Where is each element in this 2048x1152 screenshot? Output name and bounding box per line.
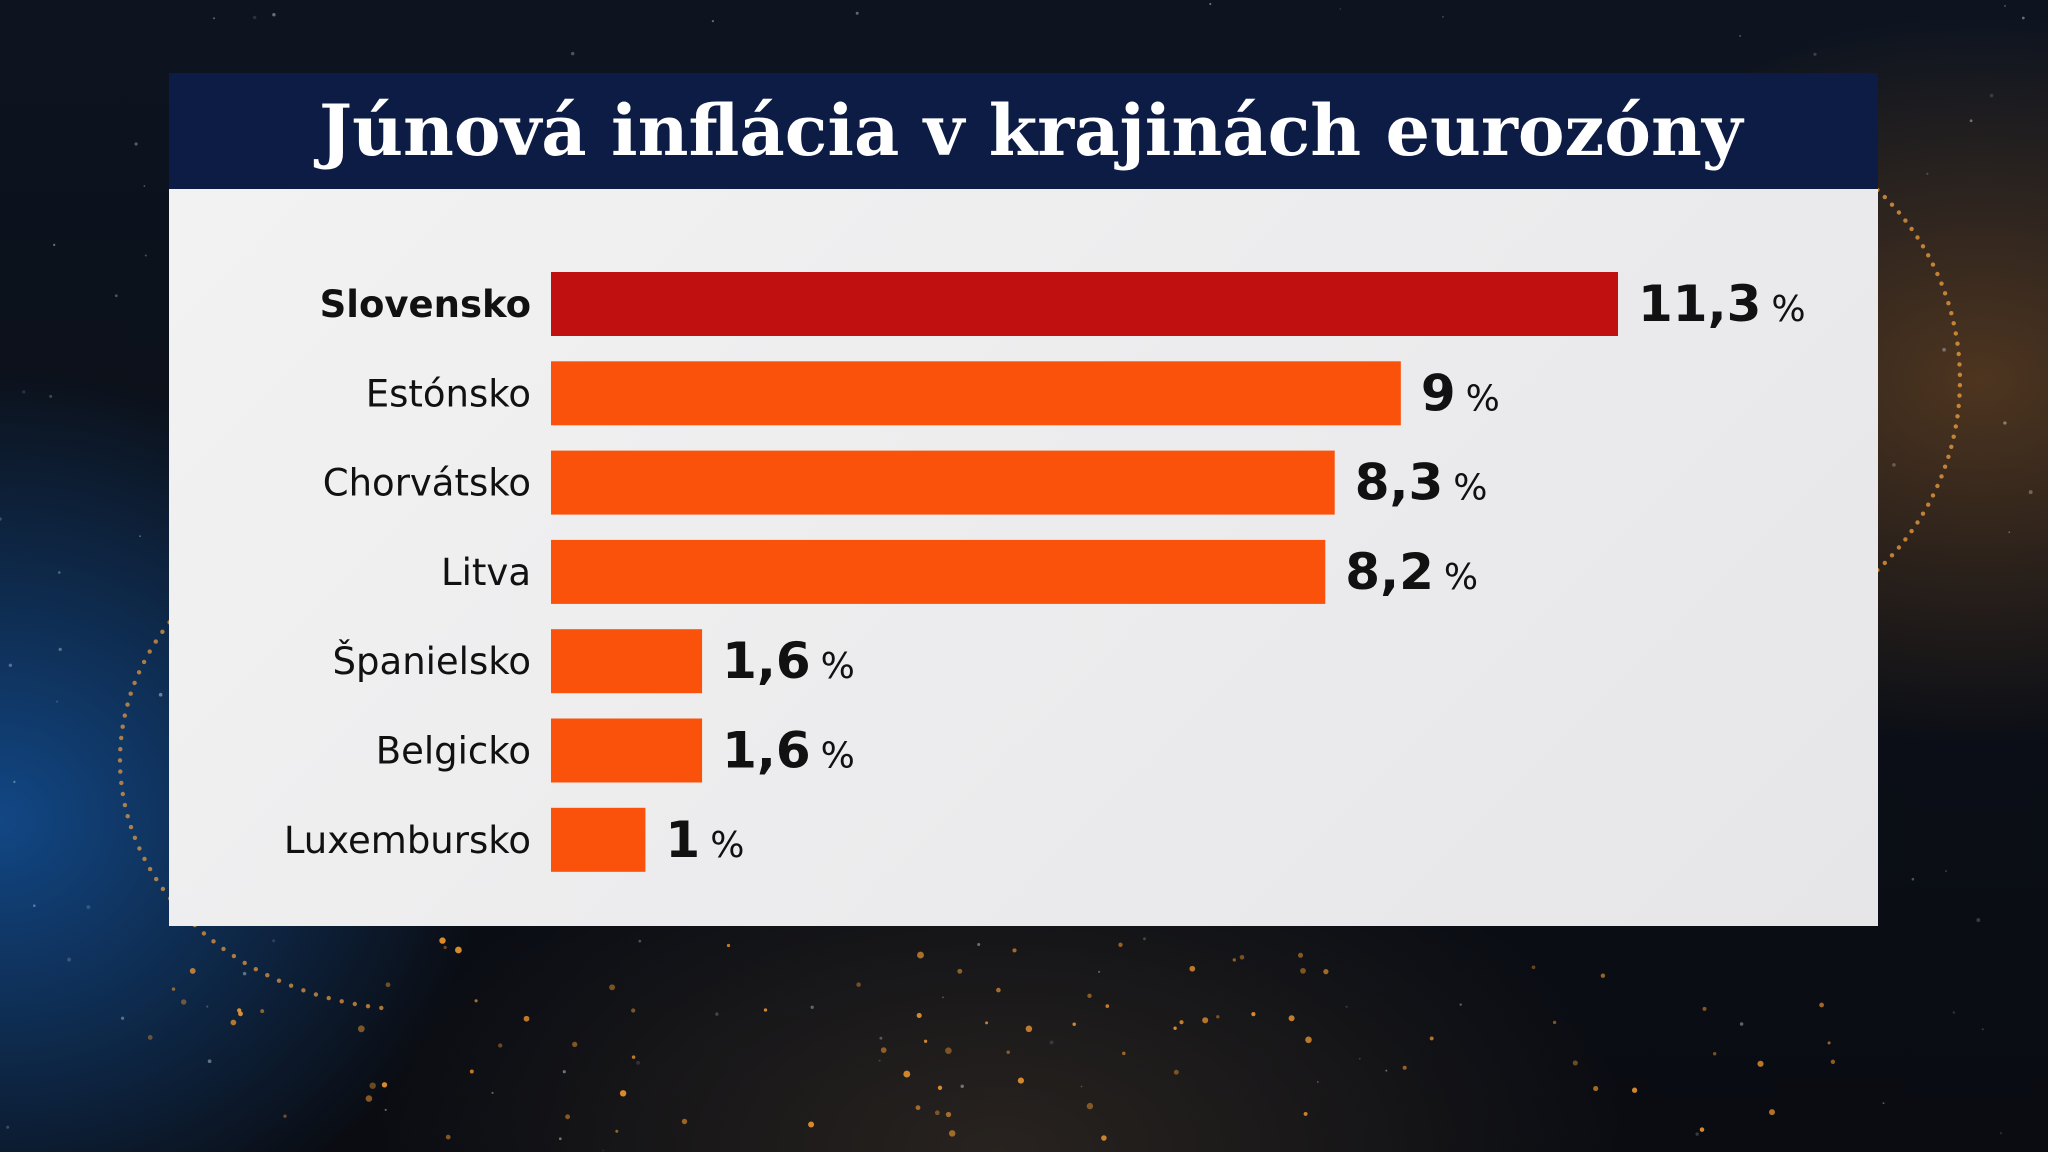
category-label-chorvatsko: Chorvátsko (323, 462, 531, 505)
bar-litva (551, 539, 1326, 604)
value-label-spanielsko: 1,6% (722, 632, 855, 690)
category-label-luxembursko: Luxembursko (284, 819, 531, 862)
category-label-estonsko: Estónsko (366, 372, 531, 415)
bar-spanielsko (551, 629, 703, 694)
value-label-slovensko: 11,3% (1638, 275, 1806, 333)
value-label-belgicko: 1,6% (722, 722, 855, 780)
category-label-spanielsko: Španielsko (333, 639, 531, 683)
bar-slovensko (551, 272, 1618, 336)
chart-panel: Júnová inflácia v krajinách eurozóny Slo… (169, 73, 1878, 926)
category-label-slovensko: Slovensko (320, 283, 531, 326)
bar-belgicko (551, 718, 703, 783)
bar-estonsko (551, 361, 1401, 426)
bar-chart: Slovensko 11,3 % Estónsko 9 % Chorvátsko 8,3 % Li… (284, 272, 1806, 872)
value-label-chorvatsko: 8,3% (1355, 454, 1488, 512)
value-label-luxembursko: 1% (665, 811, 744, 869)
title-bar: Júnová inflácia v krajinách eurozóny (169, 73, 1878, 189)
category-label-belgicko: Belgicko (376, 730, 531, 773)
value-label-estonsko: 9% (1421, 364, 1500, 422)
category-label-litva: Litva (441, 551, 531, 594)
bar-luxembursko (551, 807, 646, 872)
chart-title: Júnová inflácia v krajinách eurozóny (319, 89, 1743, 172)
bar-chorvatsko (551, 450, 1335, 515)
plot-area: Slovensko 11,3% Estónsko 9% Chorvátsko 8,3% Li… (169, 189, 1878, 926)
value-label-litva: 8,2% (1345, 543, 1478, 601)
